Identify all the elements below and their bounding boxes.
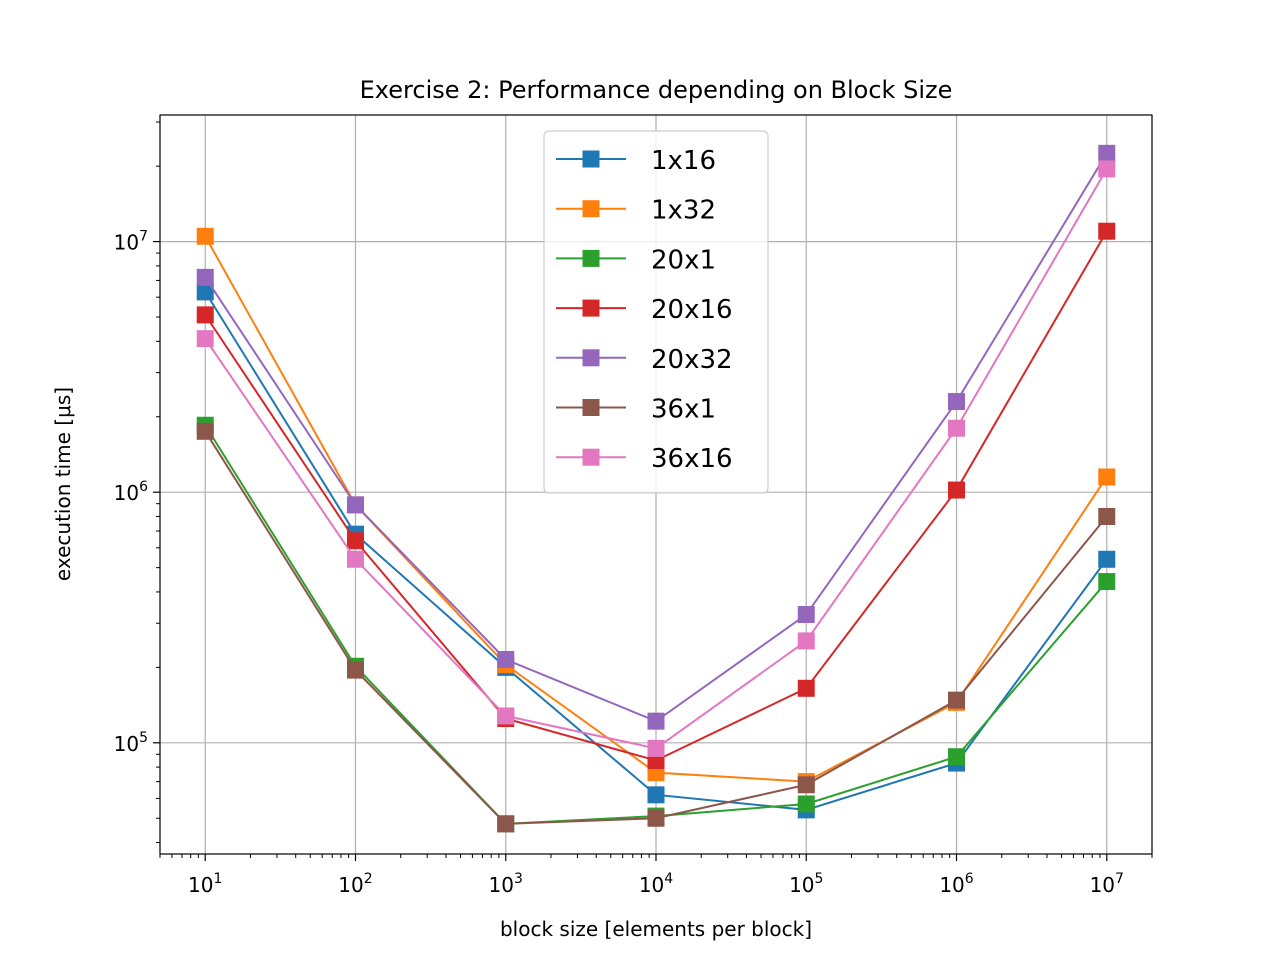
legend-item: 36x16 xyxy=(556,444,733,474)
legend-item: 20x16 xyxy=(556,295,733,325)
legend-item: 20x1 xyxy=(556,245,716,275)
y-tick-label: 106 xyxy=(114,479,148,505)
data-point xyxy=(196,268,214,286)
data-point xyxy=(346,532,364,550)
legend-item: 1x32 xyxy=(556,196,716,226)
data-point xyxy=(1098,573,1116,591)
data-point xyxy=(196,330,214,348)
legend-label: 36x1 xyxy=(651,395,716,425)
series-36x1 xyxy=(196,422,1116,833)
x-tick-label: 105 xyxy=(789,871,823,897)
x-tick-label: 106 xyxy=(939,871,973,897)
data-point xyxy=(948,691,966,709)
data-point xyxy=(1098,550,1116,568)
legend-label: 36x16 xyxy=(651,444,733,474)
legend-marker xyxy=(582,399,600,416)
data-point xyxy=(647,786,665,804)
legend-marker xyxy=(582,150,600,168)
legend-marker xyxy=(582,299,600,317)
chart-title: Exercise 2: Performance depending on Blo… xyxy=(360,76,953,104)
legend-item: 20x32 xyxy=(556,345,733,375)
data-point xyxy=(797,632,815,650)
data-point xyxy=(948,419,966,437)
data-point xyxy=(346,661,364,679)
data-point xyxy=(647,712,665,730)
y-axis-label: execution time [μs] xyxy=(51,387,75,581)
x-tick-label: 103 xyxy=(489,871,523,897)
data-point xyxy=(196,422,214,440)
legend-label: 1x32 xyxy=(651,196,716,226)
legend: 1x16 1x32 20x1 20x16 20x32 36x1 36x16 xyxy=(543,130,769,494)
data-point xyxy=(647,739,665,757)
data-point xyxy=(948,393,966,411)
data-point xyxy=(346,550,364,568)
data-point xyxy=(497,650,515,668)
y-tick-label: 105 xyxy=(114,730,148,756)
data-point xyxy=(797,776,815,794)
series-20x32 xyxy=(196,144,1116,730)
legend-marker xyxy=(582,349,600,367)
data-point xyxy=(1098,160,1116,178)
x-tick-label: 107 xyxy=(1090,871,1124,897)
data-point xyxy=(497,815,515,833)
legend-label: 20x16 xyxy=(651,295,733,325)
legend-item: 36x1 xyxy=(556,395,716,425)
legend-label: 1x16 xyxy=(651,146,716,176)
data-point xyxy=(948,748,966,766)
y-tick-label: 107 xyxy=(114,229,148,255)
x-tick-label: 101 xyxy=(188,871,222,897)
legend-item: 1x16 xyxy=(556,146,716,176)
data-point xyxy=(797,606,815,624)
data-point xyxy=(1098,468,1116,486)
legend-marker xyxy=(582,200,600,218)
data-point xyxy=(196,306,214,324)
data-point xyxy=(1098,222,1116,240)
data-point xyxy=(1098,144,1116,162)
x-tick-label: 104 xyxy=(639,871,673,897)
legend-marker xyxy=(582,249,600,267)
data-point xyxy=(196,227,214,245)
data-point xyxy=(1098,507,1116,525)
legend-label: 20x32 xyxy=(651,345,733,375)
data-point xyxy=(196,283,214,301)
data-point xyxy=(346,496,364,514)
legend-marker xyxy=(582,448,600,466)
data-point xyxy=(797,679,815,697)
data-point xyxy=(948,481,966,499)
x-axis-label: block size [elements per block] xyxy=(500,917,812,941)
legend-box xyxy=(543,130,769,494)
legend-label: 20x1 xyxy=(651,245,716,275)
data-point xyxy=(797,795,815,813)
x-tick-label: 102 xyxy=(338,871,372,897)
series-36x16 xyxy=(196,160,1116,757)
data-point xyxy=(647,809,665,827)
data-point xyxy=(497,707,515,725)
